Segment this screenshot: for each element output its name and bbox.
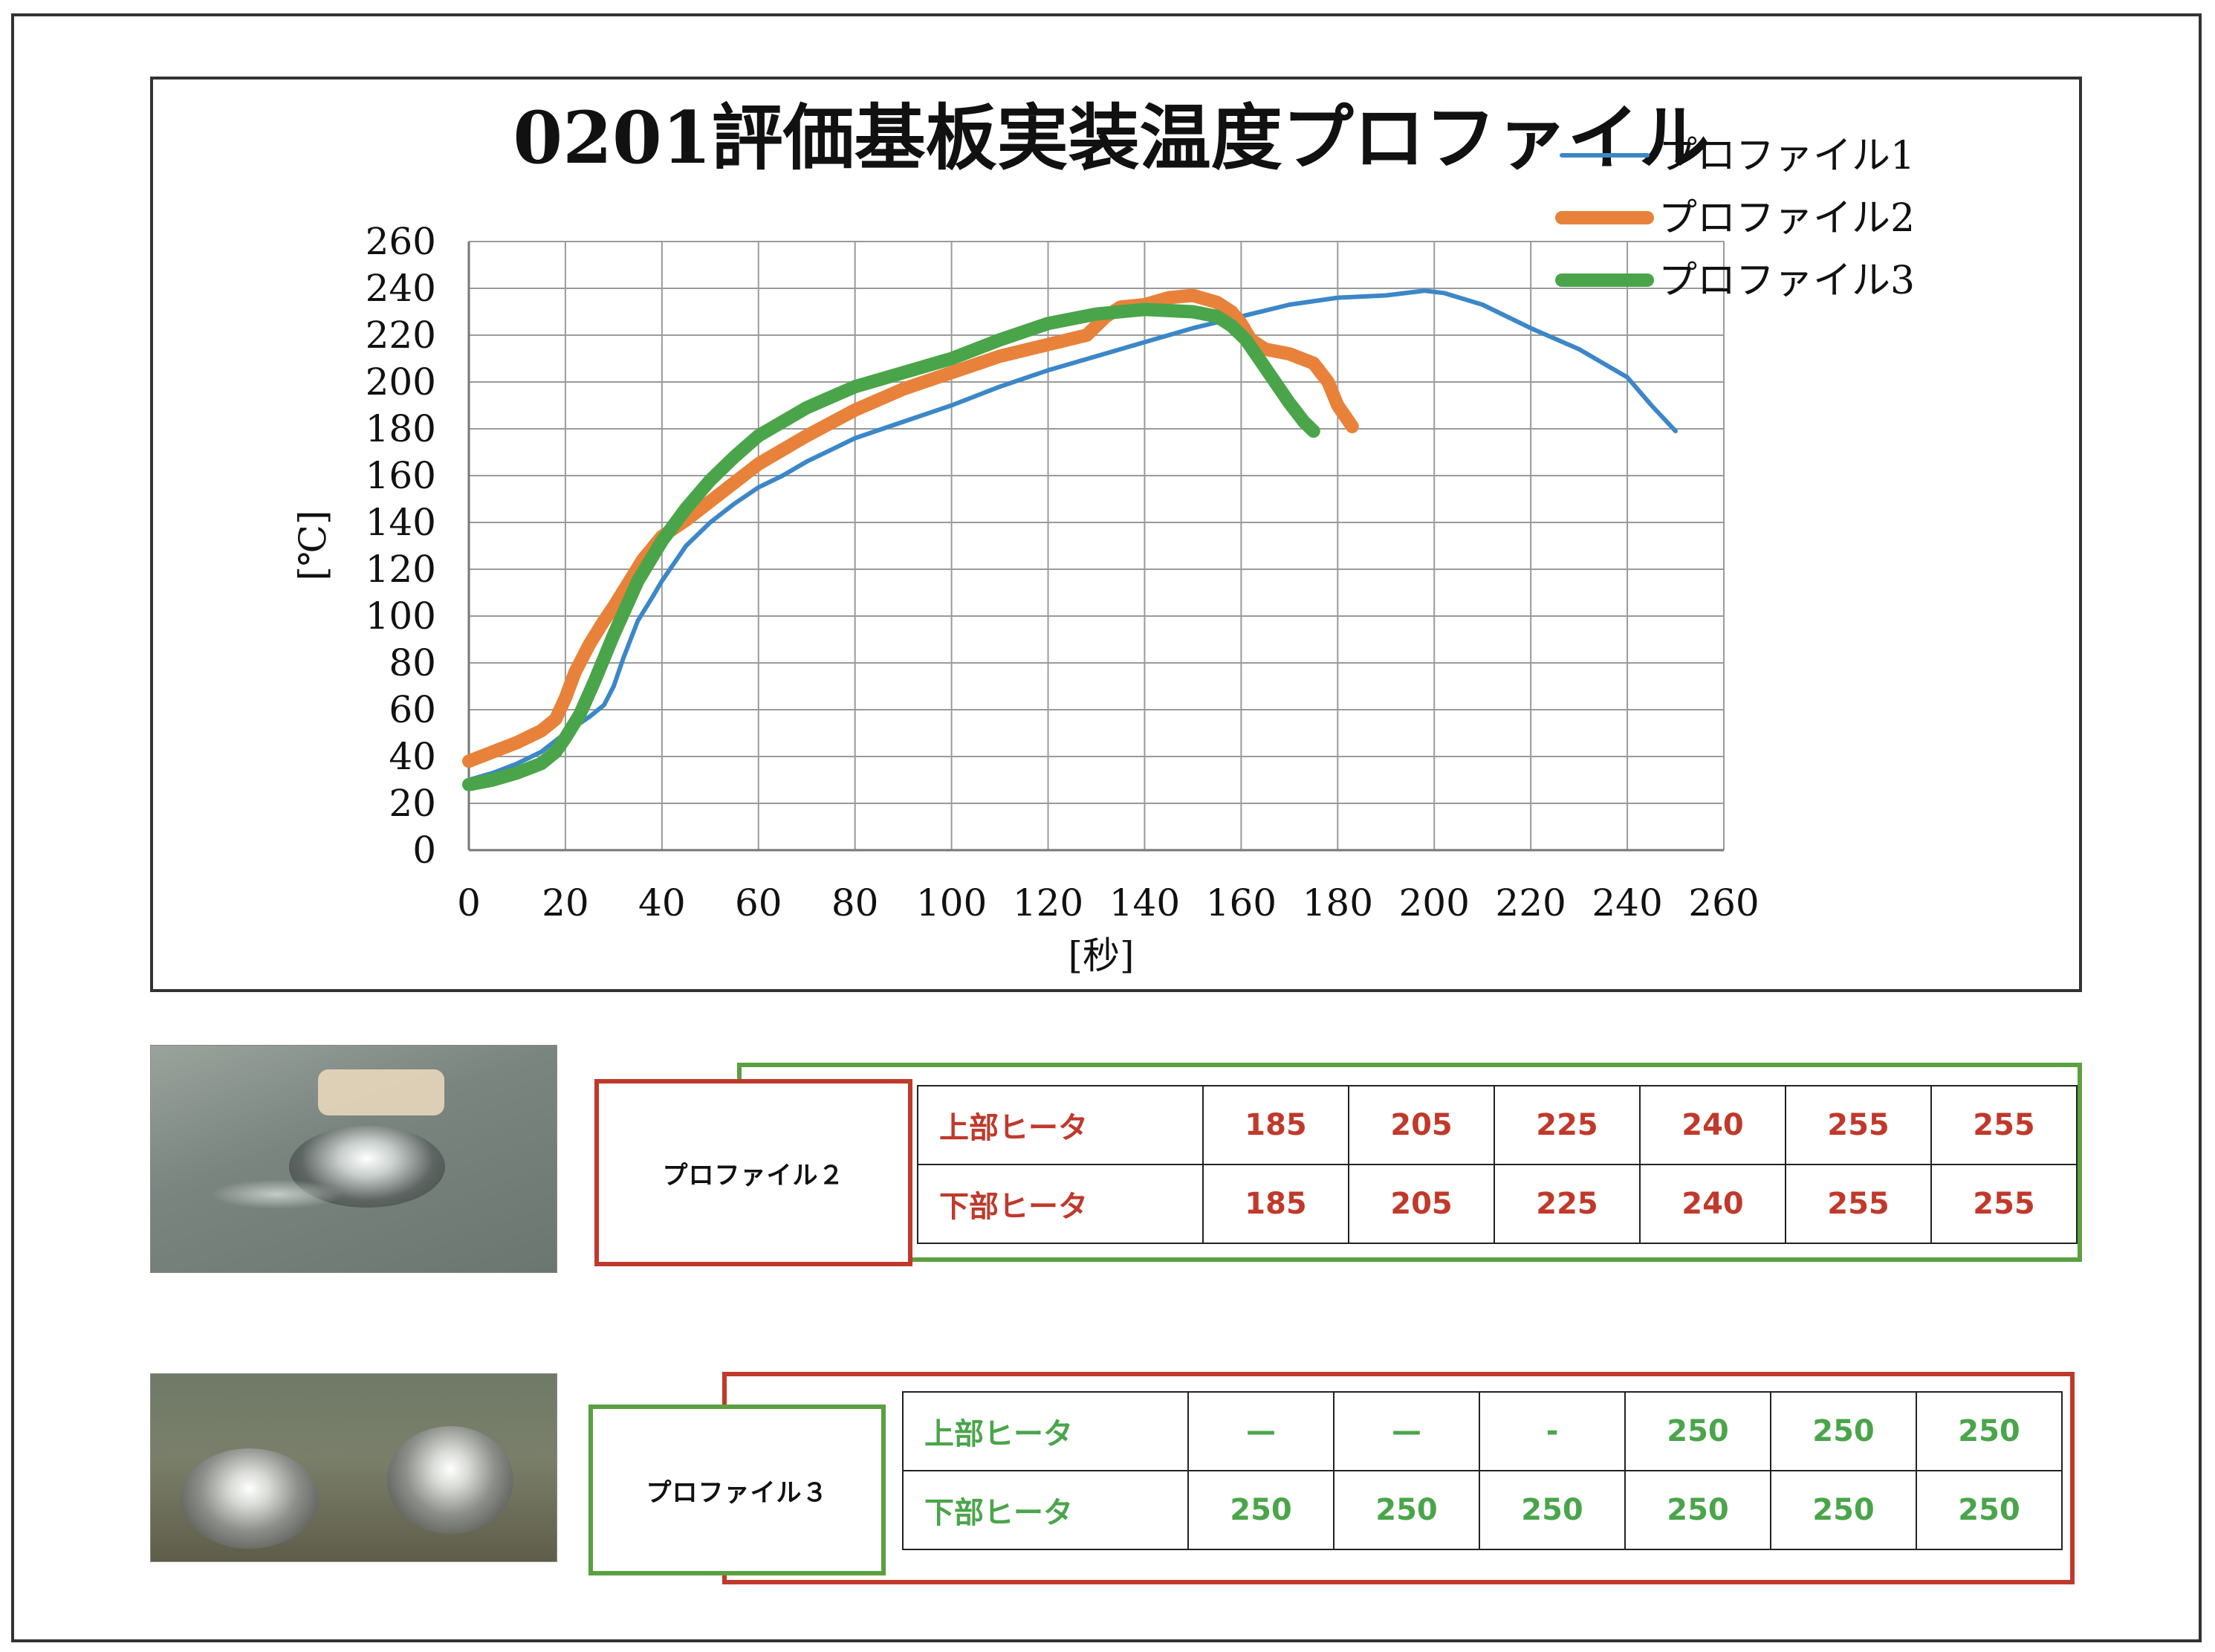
y-tick-label: 20 [389, 782, 436, 825]
legend-label-1: プロファイル1 [1658, 134, 1915, 178]
chart-title: 0201評価基板実装温度プロファイル [513, 96, 1710, 180]
heater-temp-cell: 255 [1785, 1164, 1932, 1244]
solder-bump-left [181, 1448, 318, 1549]
heater-temp-cell: - [1479, 1391, 1626, 1471]
y-tick-label: 60 [389, 688, 436, 731]
heater-row-label: 上部ヒータ [902, 1391, 1189, 1471]
x-tick-label: 40 [638, 881, 686, 924]
heater-table-profile3: 上部ヒータ — — -250 250 250 下部ヒータ 250 250 250 250 250 250 [902, 1391, 2063, 1550]
y-tick-label: 240 [366, 267, 436, 310]
y-tick-label: 120 [366, 548, 436, 591]
heater-temp-cell: 205 [1348, 1164, 1495, 1244]
heater-temp-cell: 250 [1624, 1391, 1771, 1471]
x-tick-label: 120 [1013, 881, 1083, 924]
x-axis-label: [秒] [1068, 934, 1134, 977]
heater-temp-cell: 250 [1770, 1470, 1917, 1550]
heater-temp-cell: 255 [1785, 1085, 1932, 1165]
profile2-label-box: プロファイル２ [594, 1079, 912, 1266]
y-tick-label: 180 [366, 407, 436, 450]
x-tick-label: 20 [542, 881, 589, 924]
x-tick-label: 260 [1688, 881, 1759, 924]
line-chart: 0 20 40 60 80 100 120 140 160 180 200 220 240 2600204… [291, 96, 1915, 977]
legend-label-3: プロファイル3 [1658, 259, 1915, 303]
heater-temp-cell: — [1187, 1391, 1334, 1471]
solder-spatter [210, 1179, 344, 1209]
y-tick-label: 160 [366, 454, 436, 497]
series-line-3 [462, 302, 1320, 791]
heater-row-label: 下部ヒータ [917, 1164, 1204, 1244]
series-line-1 [467, 288, 1678, 783]
profile3-label: プロファイル３ [646, 1477, 828, 1508]
heater-temp-cell: 240 [1639, 1085, 1786, 1165]
y-tick-label: 0 [412, 829, 436, 872]
y-tick-label: 220 [366, 314, 436, 357]
heater-temp-cell: 250 [1187, 1470, 1334, 1550]
x-tick-label: 80 [831, 881, 879, 924]
heater-temp-cell: 250 [1479, 1470, 1626, 1550]
page-frame [11, 13, 2202, 1642]
heater-temp-cell: 205 [1348, 1085, 1495, 1165]
heater-temp-cell: 250 [1624, 1470, 1771, 1550]
chart-panel: 0 20 40 60 80 100 120 140 160 180 200 220 240 260 0 20 4… [150, 77, 2082, 992]
legend-label-2: プロファイル2 [1658, 196, 1915, 241]
table-row: 上部ヒータ 185 205 225 240 255 255 [917, 1085, 2078, 1165]
x-tick-label: 60 [735, 881, 782, 924]
y-tick-label: 140 [366, 501, 436, 544]
heater-temp-cell: 240 [1639, 1164, 1786, 1244]
solder-joint-photo-profile3 [150, 1373, 557, 1562]
chart-axes: 0 20 40 60 80 100 120 140 160 180 200 220 240 2600204… [366, 220, 1760, 924]
heater-row-label: 下部ヒータ [902, 1470, 1189, 1550]
x-tick-label: 0 [457, 881, 481, 924]
table-row: 下部ヒータ 185 205 225 240 255 255 [917, 1164, 2078, 1244]
x-tick-label: 180 [1303, 881, 1373, 924]
table-row: 下部ヒータ 250 250 250 250 250 250 [902, 1470, 2063, 1550]
x-tick-label: 100 [916, 881, 987, 924]
x-tick-label: 140 [1109, 881, 1180, 924]
chart-grid [468, 241, 1725, 851]
heater-temp-cell: 255 [1930, 1164, 2078, 1244]
profile2-label: プロファイル２ [662, 1160, 845, 1191]
profile3-label-box: プロファイル３ [588, 1405, 886, 1575]
heater-temp-cell: 225 [1494, 1164, 1641, 1244]
y-axis-label: [℃] [291, 511, 334, 581]
x-tick-label: 160 [1206, 881, 1277, 924]
heater-temp-cell: 250 [1770, 1391, 1917, 1471]
solder-bump-right [387, 1426, 513, 1534]
y-tick-label: 80 [389, 641, 436, 684]
heater-temp-cell: 250 [1333, 1470, 1480, 1550]
heater-temp-cell: 225 [1494, 1085, 1641, 1165]
chart-legend: プロファイル1 プロファイル2 プロファイル3 [1555, 134, 1915, 303]
x-tick-label: 220 [1495, 881, 1566, 924]
y-tick-label: 40 [389, 735, 436, 778]
x-tick-label: 200 [1399, 881, 1470, 924]
solder-joint-photo-profile2 [150, 1045, 557, 1273]
heater-temp-cell: 185 [1202, 1085, 1349, 1165]
heater-table-profile2: 上部ヒータ 185 205 225 240 255 255 下部ヒータ 185 205 225 240… [917, 1085, 2078, 1244]
heater-temp-cell: 185 [1202, 1164, 1349, 1244]
y-tick-label: 100 [366, 595, 436, 638]
table-row: 上部ヒータ — — -250 250 250 [902, 1391, 2063, 1471]
heater-temp-cell: 250 [1916, 1470, 2063, 1550]
component-highlight [318, 1069, 444, 1115]
heater-temp-cell: — [1333, 1391, 1480, 1471]
y-tick-label: 260 [366, 220, 436, 263]
heater-row-label: 上部ヒータ [917, 1085, 1204, 1165]
y-tick-label: 200 [366, 360, 436, 404]
heater-temp-cell: 255 [1930, 1085, 2078, 1165]
chart-series [462, 288, 1678, 791]
heater-temp-cell: 250 [1916, 1391, 2063, 1471]
x-tick-label: 240 [1592, 881, 1662, 924]
